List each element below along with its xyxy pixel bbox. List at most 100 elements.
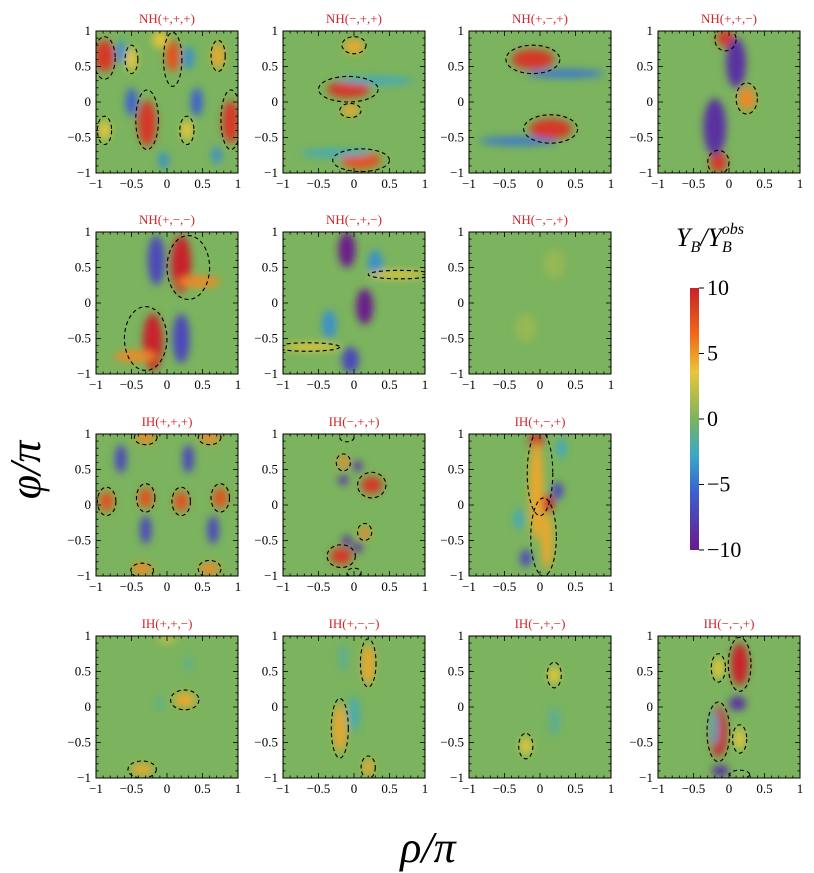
y-tick-label: 1 [85, 23, 92, 38]
panel-title: IH(+,−,+) [515, 414, 566, 429]
contour-line [210, 39, 226, 73]
x-tick-label: −0.5 [307, 176, 331, 191]
blob-group [300, 39, 415, 169]
panel-ih_mpm: −1 −0.5 0 0.5 1 1 0.5 0 −0.5 −1 IH(−,+,−) [440, 616, 614, 796]
y-tick-label: 1 [272, 628, 279, 643]
y-tick-label: −1 [639, 165, 653, 180]
panel-ih_pmp: −1 −0.5 0 0.5 1 1 0.5 0 −0.5 −1 IH(+,−,+) [440, 414, 614, 594]
y-tick-label: 1 [272, 224, 279, 239]
heat-blob [182, 46, 194, 70]
y-tick-label: 1 [85, 426, 92, 441]
x-tick-label: 0.5 [567, 377, 583, 392]
heat-blob [184, 655, 192, 673]
panel-background [96, 232, 238, 374]
y-tick-label: −1 [264, 770, 278, 785]
x-tick-label: −1 [276, 579, 290, 594]
y-tick-label: −0.5 [440, 735, 464, 750]
panel-title: IH(+,+,−) [142, 616, 193, 631]
y-tick-label: −0.5 [67, 130, 91, 145]
heat-blob [113, 350, 157, 362]
heat-blob [358, 527, 371, 540]
x-tick-label: 0.5 [381, 781, 397, 796]
heat-blob [98, 120, 111, 141]
y-tick-label: 0 [85, 295, 92, 310]
heatmap-layer [96, 434, 231, 576]
panel-title: NH(+,+,−) [701, 11, 757, 26]
contour-line [133, 434, 158, 446]
y-tick-label: 0 [647, 94, 654, 109]
x-tick-label: 1 [797, 781, 804, 796]
x-tick-label: 1 [608, 579, 615, 594]
x-tick-label: −1 [89, 176, 103, 191]
y-tick-label: −0.5 [254, 533, 278, 548]
blob-group [333, 643, 375, 776]
panel-background [469, 232, 611, 374]
contour-line [96, 36, 116, 80]
x-tick-label: −1 [89, 377, 103, 392]
heat-blob [520, 549, 532, 567]
heat-blob [338, 475, 349, 486]
heat-blob [713, 657, 724, 679]
heat-blob [156, 696, 164, 711]
panel-background [658, 636, 800, 778]
contour-line [124, 44, 139, 75]
blob-group [479, 49, 604, 146]
heat-blob [711, 765, 729, 777]
y-tick-label: −0.5 [254, 331, 278, 346]
contour-line [732, 724, 748, 754]
panel-title: IH(+,+,+) [142, 414, 193, 429]
heat-blob [165, 40, 180, 72]
x-tick-label: −1 [462, 377, 476, 392]
y-tick-label: 1 [85, 224, 92, 239]
colorbar-tick-label: 5 [707, 341, 718, 366]
y-tick-label: 0.5 [448, 260, 464, 275]
heat-blob [709, 152, 727, 173]
heat-blob [211, 146, 222, 164]
y-tick-label: −0.5 [67, 735, 91, 750]
contour-line [171, 486, 191, 517]
panel-title: IH(−,−,+) [704, 616, 755, 631]
x-tick-label: −0.5 [307, 377, 331, 392]
x-tick-label: 0.5 [194, 176, 210, 191]
heat-blob [716, 31, 734, 47]
y-tick-label: 0.5 [262, 462, 278, 477]
y-tick-label: 1 [647, 628, 654, 643]
y-tick-label: 0.5 [75, 664, 91, 679]
x-tick-label: 1 [235, 781, 242, 796]
heat-blob [703, 98, 727, 156]
heat-blob [147, 235, 165, 286]
heatmap-layer [127, 636, 200, 778]
heat-blob [734, 728, 745, 750]
x-tick-label: 0 [164, 781, 171, 796]
heat-blob [131, 763, 153, 776]
x-tick-label: 0 [351, 377, 358, 392]
y-tick-label: 0 [272, 699, 279, 714]
x-axis-label: ρ/π [398, 823, 457, 872]
heat-blob [726, 38, 747, 88]
heat-blob [191, 87, 203, 117]
heat-blob [222, 100, 238, 144]
heat-blob [711, 710, 719, 747]
heat-blob [207, 515, 219, 545]
colorbar-ticks: 10 5 0 −5 −10 [699, 275, 741, 562]
panel-title: IH(−,+,−) [515, 616, 566, 631]
x-tick-label: 1 [608, 377, 615, 392]
y-tick-label: 1 [458, 628, 465, 643]
y-tick-label: −1 [264, 366, 278, 381]
x-tick-label: −1 [651, 176, 665, 191]
contour-line [505, 44, 561, 75]
y-tick-label: 1 [458, 23, 465, 38]
x-tick-label: 0.5 [194, 579, 210, 594]
panel-title: NH(−,+,−) [326, 212, 382, 227]
x-tick-label: 0 [537, 176, 544, 191]
x-tick-label: 0 [164, 176, 171, 191]
y-tick-label: −1 [450, 770, 464, 785]
contour-line [707, 149, 730, 173]
heatmap-layer [96, 31, 238, 169]
heatmap-layer [518, 661, 562, 760]
y-tick-label: 0.5 [262, 664, 278, 679]
y-tick-label: −0.5 [254, 735, 278, 750]
x-tick-label: 1 [422, 579, 429, 594]
x-tick-label: 1 [422, 176, 429, 191]
heatmap-layer [283, 232, 425, 373]
